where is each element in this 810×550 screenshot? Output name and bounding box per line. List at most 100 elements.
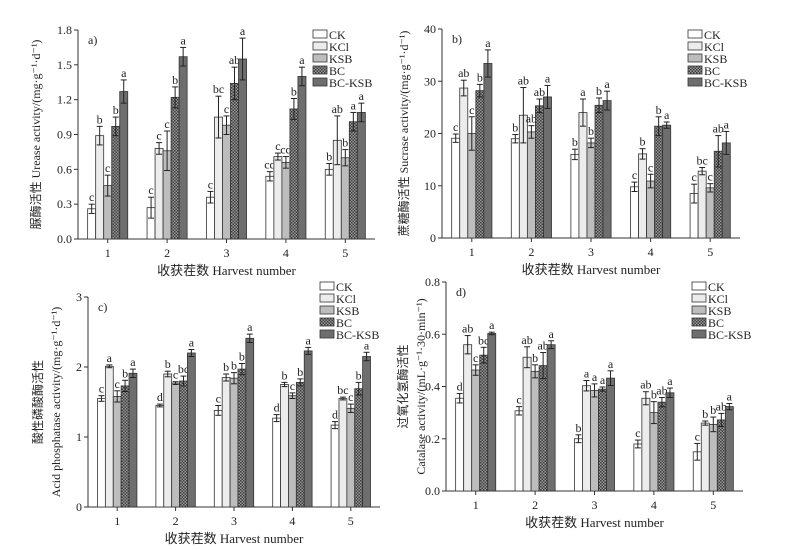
bar-ck (630, 186, 639, 239)
bar-ksb (590, 390, 599, 492)
bar-kcl (163, 373, 173, 508)
significance-letter: a (724, 117, 730, 131)
bar-bc-ksb (546, 344, 556, 492)
legend-label: BC-KSB (704, 76, 747, 90)
bar-ck (514, 410, 524, 492)
significance-letter: b (356, 368, 362, 382)
bar-kcl (280, 384, 289, 508)
bar-bc (289, 108, 299, 240)
significance-letter: d (274, 401, 280, 415)
bar-bc (179, 380, 188, 508)
legend-swatch-bc (319, 317, 335, 327)
x-axis-label: 收获茬数 Harvest number (522, 262, 661, 277)
significance-letter: c (469, 103, 474, 117)
significance-letter: c (99, 382, 104, 396)
bar-kcl (459, 87, 469, 239)
bar-bc-ksb (187, 352, 196, 508)
significance-letter: ab (640, 378, 651, 392)
significance-letter: b (651, 388, 657, 402)
significance-letter: c (275, 139, 280, 153)
significance-letter: a (667, 374, 673, 388)
y-axis-label: 过氧化氢酶活性 (395, 344, 410, 428)
x-tick-label: 2 (173, 514, 179, 528)
significance-letter: c (632, 168, 637, 182)
bar-ksb (530, 370, 540, 492)
bar-bc (120, 385, 130, 508)
significance-letter: ab (534, 85, 545, 99)
significance-letter: b (656, 103, 662, 117)
legend-swatch-bc (691, 317, 707, 327)
bar-bc-ksb (721, 142, 731, 239)
legend-swatch-ck (312, 29, 328, 39)
significance-letter: b (291, 85, 297, 99)
legend-label: KCl (329, 40, 350, 54)
significance-letter: c (695, 429, 700, 443)
legend-label: KCl (708, 292, 729, 306)
bar-ck (97, 398, 106, 508)
y-tick-label: 0.8 (425, 275, 440, 289)
significance-letter: a (351, 98, 357, 112)
significance-letter: c (148, 183, 153, 197)
significance-letter: a (592, 370, 598, 384)
bar-ksb (288, 395, 297, 508)
significance-letter: bc (337, 383, 348, 397)
x-tick-label: 1 (114, 514, 120, 528)
y-tick-label: 0 (76, 500, 82, 514)
bar-bc (538, 365, 548, 492)
y-tick-label: 30 (424, 74, 436, 88)
legend-swatch-ck (691, 281, 707, 291)
significance-letter: b (122, 366, 128, 380)
significance-letter: b (113, 103, 119, 117)
significance-letter: b (223, 360, 229, 374)
y-tick-label: 1.2 (57, 93, 72, 107)
significance-letter: a (247, 320, 253, 334)
x-tick-label: 3 (592, 498, 598, 512)
bar-ck (451, 137, 461, 239)
bar-bc (598, 388, 607, 492)
bar-bc-ksb (362, 356, 371, 508)
bar-ck (510, 138, 520, 239)
bar-bc (716, 419, 726, 492)
significance-letter: ab (458, 66, 469, 80)
bar-ck (330, 424, 340, 508)
y-tick-label: 0.4 (425, 380, 440, 394)
y-tick-label: 1 (76, 430, 82, 444)
bar-kcl (463, 344, 473, 492)
bar-kcl (582, 385, 591, 492)
significance-letter: b (282, 368, 288, 382)
bar-ksb (471, 369, 481, 492)
legend-swatch-kcl (312, 41, 328, 51)
bar-ksb (649, 412, 659, 492)
bar-bc-ksb (119, 91, 129, 240)
y-tick-label: 0.2 (425, 432, 440, 446)
bar-bc (657, 401, 667, 492)
bar-ck (570, 153, 580, 239)
significance-letter: c (691, 170, 696, 184)
legend-label: KSB (329, 52, 352, 66)
bar-bc-ksb (543, 96, 552, 239)
bar-ksb (646, 180, 656, 239)
bar-ksb (586, 142, 596, 239)
bar-kcl (338, 398, 348, 508)
bar-bc (475, 90, 485, 239)
x-axis-label: 收获茬数 Harvest number (165, 531, 304, 546)
significance-letter: a (359, 89, 365, 103)
legend-label: CK (329, 28, 346, 42)
legend-swatch-bc-ksb (312, 77, 328, 87)
legend-swatch-ck (319, 281, 335, 291)
bar-ksb (526, 131, 536, 239)
legend-label: KCl (336, 292, 357, 306)
legend-swatch-bc-ksb (319, 329, 335, 339)
significance-letter: bc (696, 153, 707, 167)
significance-letter: a (189, 336, 195, 350)
bar-bc-ksb (724, 406, 734, 492)
significance-letter: a (600, 373, 606, 387)
y-axis-label: 脲酶活性 Urease activity/(mg·g⁻¹·d⁻¹) (28, 40, 43, 230)
bar-kcl (104, 365, 114, 508)
significance-letter: ab (713, 122, 724, 136)
y-axis-label: 酸性磷酸酶活性 (30, 360, 45, 444)
